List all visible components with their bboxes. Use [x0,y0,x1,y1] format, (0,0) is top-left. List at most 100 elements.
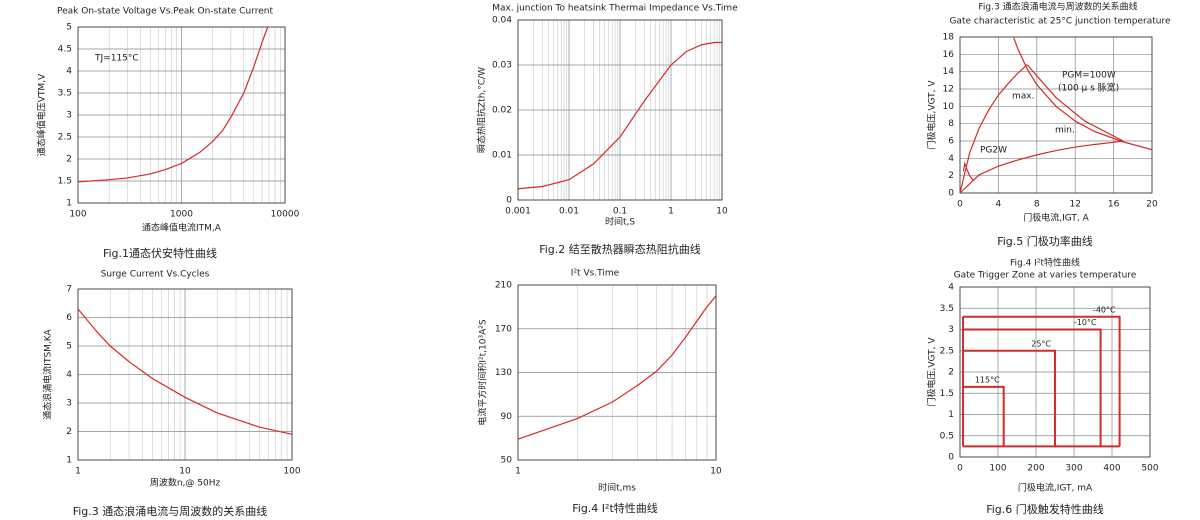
y-tick-label: 1.5 [940,389,954,399]
y-tick-label: 3 [66,111,72,121]
y-tick-label: 5 [66,23,72,33]
x-tick-label: 400 [1103,464,1120,474]
curve [959,64,1028,194]
y-tick-label: 4 [66,370,72,380]
figure-caption: Fig.1通态伏安特性曲线 [103,246,217,260]
y-tick-label: 4 [948,154,954,164]
figure-caption: Fig.3 通态浪涌电流与周波数的关系曲线 [73,504,268,518]
trigger-zone [963,328,1102,447]
curve [962,161,974,182]
curve [517,41,722,190]
curve [959,140,1124,194]
y-tick-label: 4 [948,283,954,293]
y-tick-label: 2 [948,368,954,378]
plot-frame [77,288,293,461]
y-tick-label: 6 [948,137,954,147]
y-tick-label: 0.5 [940,431,954,441]
annotation: PG2W [980,146,1007,156]
y-tick-label: 1 [66,456,72,466]
chart-title: I²t Vs.Time [571,269,620,279]
y-tick-label: 130 [495,368,512,378]
y-tick-label: 0.03 [492,61,512,71]
x-tick-label: 1000 [170,210,193,220]
trigger-zone [963,385,1005,447]
y-axis-label: 瞬态热阻抗Zth,°C/W [476,67,488,153]
y-tick-label: 16 [943,50,955,60]
curve [1013,37,1153,151]
y-tick-label: 12 [943,85,954,95]
chart-title: Surge Current Vs.Cycles [101,270,210,280]
curve [77,26,269,183]
annotation: min. [1055,126,1075,136]
y-tick-label: 3 [948,325,954,335]
x-tick-label: 100 [283,467,300,477]
x-tick-label: 8 [1034,200,1040,210]
x-tick-label: 0 [957,464,963,474]
y-tick-label: 170 [495,324,512,334]
y-tick-label: 1.5 [58,177,72,187]
zone-label: 25°C [1031,339,1051,348]
x-tick-label: 10000 [271,210,300,220]
y-axis-label: 通态浪涌电流ITSM,KA [42,328,54,419]
y-tick-label: 1 [66,199,72,209]
figure-caption: Fig.5 门极功率曲线 [997,234,1093,248]
y-tick-label: 210 [495,281,512,291]
x-tick-label: 1 [515,467,521,477]
y-tick-label: 4 [66,67,72,77]
plot-frame [959,36,1153,194]
y-tick-label: 2.5 [940,346,954,356]
trigger-zone [963,315,1121,447]
x-tick-label: 1 [75,467,81,477]
chart-header: Fig.4 I²t特性曲线 [1010,257,1080,269]
x-axis-label: 门极电流,IGT, mA [1018,482,1093,494]
y-tick-label: 10 [943,102,955,112]
y-tick-label: 2 [948,171,954,181]
x-tick-label: 500 [1141,464,1158,474]
trigger-zone [963,349,1056,447]
x-tick-label: 12 [1069,200,1080,210]
y-tick-label: 14 [943,67,955,77]
x-tick-label: 200 [1027,464,1044,474]
x-axis-label: 时间t,S [605,216,635,228]
figure-caption: Fig.2 结至散热器瞬态热阻抗曲线 [539,242,701,256]
chart-title: Peak On-state Voltage Vs.Peak On-state C… [57,7,273,17]
x-tick-label: 1 [668,207,674,217]
y-tick-label: 1 [948,410,954,420]
y-tick-label: 4.5 [58,45,72,55]
y-axis-label: 门极电压,VGT, V [926,337,938,407]
x-tick-label: 0.001 [505,207,531,217]
zone-label: -10°C [1074,318,1097,327]
x-axis-label: 门极电流,IGT, A [1023,212,1089,224]
chart-title: Gate characteristic at 25°C junction tem… [949,17,1171,27]
x-tick-label: 4 [996,200,1002,210]
plot-frame [517,284,717,461]
annotation: TJ=115°C [94,54,139,64]
y-tick-label: 2 [66,155,72,165]
curve [517,295,717,440]
curve [1026,64,1124,142]
y-tick-label: 0.04 [492,16,512,26]
y-tick-label: 0 [948,453,954,463]
x-axis-label: 周波数n,@ 50Hz [150,477,221,489]
x-tick-label: 10 [710,467,722,477]
y-tick-label: 8 [948,119,954,129]
x-tick-label: 16 [1108,200,1120,210]
x-axis-label: 通态峰值电流ITM,A [142,222,222,234]
y-tick-label: 0.02 [492,106,512,116]
x-tick-label: 0.1 [613,207,627,217]
annotation: PGM=100W [1062,71,1116,81]
x-tick-label: 300 [1065,464,1082,474]
y-tick-label: 50 [501,456,513,466]
y-tick-label: 2.5 [58,133,72,143]
plot-frame [517,19,723,201]
chart-header: Fig.3 通态浪涌电流与周波数的关系曲线 [978,1,1137,13]
y-axis-label: 通态峰值电压VTM,V [36,73,48,156]
y-tick-label: 90 [501,412,513,422]
zone-label: -40°C [1093,305,1116,314]
x-tick-label: 20 [1146,200,1158,210]
y-axis-label: 电流平方时间积I²t,10³A²S [477,319,489,425]
y-axis-label: 门极电压,VGT, V [926,80,938,150]
y-tick-label: 0 [948,189,954,199]
annotation: max. [1012,92,1034,102]
y-tick-label: 3.5 [940,304,954,314]
